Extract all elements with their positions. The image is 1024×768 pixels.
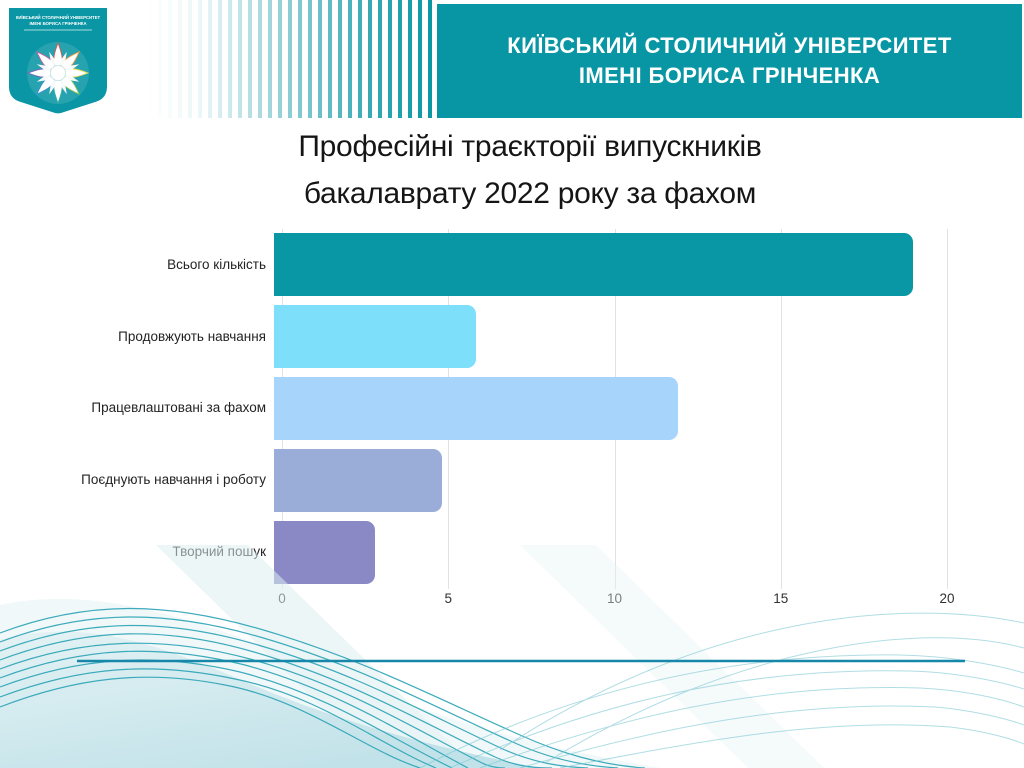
slide-title: Професійні траєкторії випускників бакала… bbox=[60, 123, 1000, 217]
x-axis-tick-label: 10 bbox=[606, 591, 623, 606]
university-name-line1: КИЇВСЬКИЙ СТОЛИЧНИЙ УНІВЕРСИТЕТ bbox=[507, 33, 952, 58]
bar-row: Всього кількість bbox=[0, 229, 947, 301]
bar-category-label: Поєднують навчання і роботу bbox=[81, 472, 266, 488]
university-name-line2: ІМЕНІ БОРИСА ГРІНЧЕНКА bbox=[578, 63, 881, 88]
starburst-emblem-icon bbox=[26, 41, 90, 105]
bar bbox=[274, 520, 375, 584]
bar-category-label: Працевлаштовані за фахом bbox=[91, 400, 266, 416]
bar bbox=[274, 448, 443, 512]
bar-row: Поєднують навчання і роботу bbox=[0, 444, 947, 516]
bar-row: Творчий пошук bbox=[0, 516, 947, 588]
bar-track bbox=[274, 305, 947, 369]
slide-title-line1: Професійні траєкторії випускників bbox=[298, 130, 762, 163]
x-axis-tick-label: 20 bbox=[939, 591, 955, 606]
gridline bbox=[947, 229, 948, 589]
header-stripes-decoration bbox=[148, 0, 434, 118]
bar bbox=[274, 233, 914, 297]
logo-text-line2: ІМЕНІ БОРИСА ГРІНЧЕНКА bbox=[29, 21, 86, 26]
bar-track bbox=[274, 448, 947, 512]
x-axis-tick-label: 0 bbox=[278, 591, 286, 606]
bar-track bbox=[274, 233, 947, 297]
x-axis: 0 5 10 15 20 bbox=[278, 591, 954, 611]
bar-chart: Всього кількість Продовжують навчання Пр… bbox=[0, 229, 955, 613]
bar-track bbox=[274, 520, 947, 584]
x-axis-tick-label: 5 bbox=[444, 591, 453, 606]
gridline bbox=[780, 229, 782, 589]
bar-category-label: Творчий пошук bbox=[172, 544, 266, 560]
bar-row: Продовжують навчання bbox=[0, 301, 947, 373]
bar-row: Працевлаштовані за фахом bbox=[0, 373, 947, 445]
bar bbox=[274, 376, 678, 440]
university-logo: КИЇВСЬКИЙ СТОЛИЧНИЙ УНІВЕРСИТЕТ ІМЕНІ БО… bbox=[9, 8, 107, 114]
logo-text-line1: КИЇВСЬКИЙ СТОЛИЧНИЙ УНІВЕРСИТЕТ bbox=[16, 15, 101, 20]
bar bbox=[274, 305, 476, 369]
x-axis-tick-label: 15 bbox=[773, 591, 789, 606]
university-name-band: КИЇВСЬКИЙ СТОЛИЧНИЙ УНІВЕРСИТЕТ ІМЕНІ БО… bbox=[437, 4, 1022, 118]
bar-category-label: Всього кількість bbox=[167, 256, 266, 272]
bar-category-label: Продовжують навчання bbox=[118, 328, 266, 344]
bar-track bbox=[274, 376, 947, 440]
bar-rows: Всього кількість Продовжують навчання Пр… bbox=[0, 229, 947, 588]
slide-title-line2: бакалаврату 2022 року за фахом bbox=[303, 177, 757, 210]
